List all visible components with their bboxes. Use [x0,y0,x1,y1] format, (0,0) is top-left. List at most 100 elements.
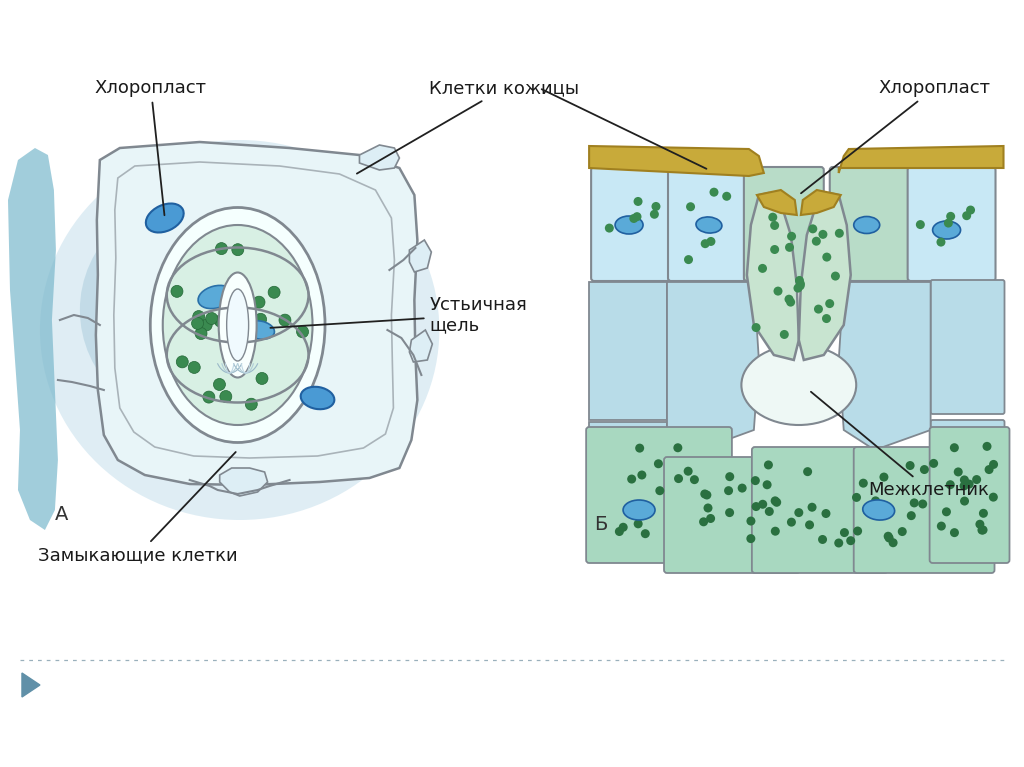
Ellipse shape [818,230,827,239]
Ellipse shape [873,506,883,515]
Ellipse shape [644,509,653,518]
Ellipse shape [752,502,761,511]
Ellipse shape [245,321,274,339]
Ellipse shape [937,238,945,246]
Ellipse shape [605,224,613,232]
Polygon shape [220,468,267,496]
Text: Замыкающие клетки: Замыкающие клетки [38,452,238,564]
Ellipse shape [822,252,831,262]
Ellipse shape [707,237,716,246]
Ellipse shape [853,526,862,535]
Ellipse shape [724,486,733,495]
Ellipse shape [785,243,794,252]
Ellipse shape [203,391,215,403]
Polygon shape [8,148,58,530]
Ellipse shape [758,264,767,273]
Ellipse shape [618,523,628,532]
Polygon shape [839,282,931,450]
Ellipse shape [268,286,281,298]
Ellipse shape [784,295,794,304]
Ellipse shape [803,467,812,476]
Ellipse shape [684,255,693,264]
Ellipse shape [623,500,655,520]
Ellipse shape [905,461,914,470]
Ellipse shape [725,472,734,481]
Ellipse shape [814,304,823,314]
Ellipse shape [959,482,969,490]
Ellipse shape [787,232,796,241]
Ellipse shape [655,486,665,495]
Ellipse shape [889,538,898,547]
Ellipse shape [863,506,871,515]
Ellipse shape [979,525,987,535]
Ellipse shape [846,536,855,545]
Ellipse shape [946,212,955,221]
Ellipse shape [279,314,291,326]
Polygon shape [589,422,667,550]
Ellipse shape [213,378,225,390]
Ellipse shape [707,514,715,523]
Polygon shape [359,145,399,170]
Ellipse shape [751,476,760,485]
Polygon shape [410,240,431,272]
Ellipse shape [690,475,699,484]
Ellipse shape [710,188,719,196]
FancyBboxPatch shape [829,167,909,281]
Ellipse shape [989,460,998,469]
Ellipse shape [674,443,682,453]
Ellipse shape [145,203,183,232]
Ellipse shape [871,496,880,505]
Polygon shape [667,282,759,450]
Ellipse shape [630,214,638,223]
Text: А: А [55,505,69,524]
Ellipse shape [978,525,986,535]
Ellipse shape [835,229,844,238]
Ellipse shape [634,197,642,206]
Ellipse shape [808,225,817,233]
Ellipse shape [933,221,961,239]
Ellipse shape [825,299,835,308]
Ellipse shape [746,534,756,543]
Ellipse shape [615,216,643,234]
FancyBboxPatch shape [931,280,1005,414]
Ellipse shape [770,245,779,254]
Ellipse shape [808,502,816,512]
Ellipse shape [635,443,644,453]
Ellipse shape [771,527,780,535]
FancyBboxPatch shape [586,427,732,563]
Ellipse shape [176,356,188,368]
Ellipse shape [805,520,814,529]
Ellipse shape [840,528,849,537]
Ellipse shape [650,209,658,219]
Ellipse shape [830,272,840,281]
Ellipse shape [206,312,218,324]
Ellipse shape [195,328,207,340]
Ellipse shape [884,532,893,541]
Ellipse shape [702,490,712,499]
Ellipse shape [961,496,969,505]
Text: Клетки кожицы: Клетки кожицы [357,79,580,173]
Ellipse shape [40,140,439,520]
Text: Устьичная
щель: Устьичная щель [270,295,527,334]
Ellipse shape [972,475,981,484]
Ellipse shape [627,475,636,483]
Polygon shape [410,330,432,362]
Ellipse shape [863,500,895,520]
FancyBboxPatch shape [907,167,995,281]
Ellipse shape [772,498,781,507]
Ellipse shape [963,211,971,220]
Ellipse shape [163,225,312,425]
Ellipse shape [946,480,954,489]
FancyBboxPatch shape [752,447,888,573]
Ellipse shape [944,219,953,228]
Ellipse shape [770,221,779,230]
FancyBboxPatch shape [743,167,823,281]
Ellipse shape [976,520,984,528]
Ellipse shape [765,507,774,516]
Text: Б: Б [594,515,607,534]
Ellipse shape [193,311,205,323]
Ellipse shape [703,503,713,512]
Ellipse shape [256,373,268,384]
Ellipse shape [696,217,722,233]
Ellipse shape [786,298,795,307]
